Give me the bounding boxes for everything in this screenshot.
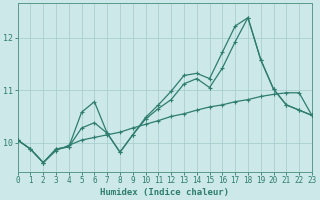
- X-axis label: Humidex (Indice chaleur): Humidex (Indice chaleur): [100, 188, 229, 197]
